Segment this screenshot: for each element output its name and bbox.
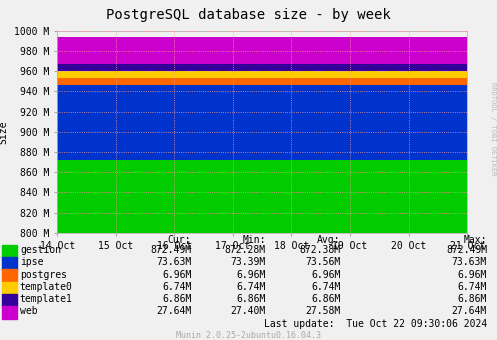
Text: 6.86M: 6.86M (458, 294, 487, 304)
Text: Avg:: Avg: (317, 235, 340, 245)
Text: 6.74M: 6.74M (311, 282, 340, 292)
Text: 6.74M: 6.74M (162, 282, 191, 292)
Text: 6.86M: 6.86M (162, 294, 191, 304)
Text: 6.86M: 6.86M (237, 294, 266, 304)
Text: 6.74M: 6.74M (237, 282, 266, 292)
Text: web: web (20, 306, 37, 317)
Text: 73.63M: 73.63M (452, 257, 487, 268)
Text: Cur:: Cur: (168, 235, 191, 245)
Text: 6.96M: 6.96M (311, 270, 340, 280)
Text: 73.39M: 73.39M (231, 257, 266, 268)
Text: 73.56M: 73.56M (305, 257, 340, 268)
Text: 27.58M: 27.58M (305, 306, 340, 317)
Text: Last update:  Tue Oct 22 09:30:06 2024: Last update: Tue Oct 22 09:30:06 2024 (264, 319, 487, 329)
Text: gestion: gestion (20, 245, 61, 255)
Text: postgres: postgres (20, 270, 67, 280)
Text: Min:: Min: (243, 235, 266, 245)
Y-axis label: Size: Size (0, 120, 9, 143)
Text: Munin 2.0.25-2ubuntu0.16.04.3: Munin 2.0.25-2ubuntu0.16.04.3 (176, 332, 321, 340)
Text: 73.63M: 73.63M (156, 257, 191, 268)
Text: 872.28M: 872.28M (225, 245, 266, 255)
Text: 6.96M: 6.96M (458, 270, 487, 280)
Text: 872.49M: 872.49M (150, 245, 191, 255)
Text: Max:: Max: (464, 235, 487, 245)
Text: 872.38M: 872.38M (299, 245, 340, 255)
Text: 872.49M: 872.49M (446, 245, 487, 255)
Text: 6.86M: 6.86M (311, 294, 340, 304)
Text: 6.96M: 6.96M (237, 270, 266, 280)
Text: 27.64M: 27.64M (452, 306, 487, 317)
Text: ipse: ipse (20, 257, 43, 268)
Text: template0: template0 (20, 282, 73, 292)
Text: 6.96M: 6.96M (162, 270, 191, 280)
Text: PostgreSQL database size - by week: PostgreSQL database size - by week (106, 8, 391, 22)
Text: 6.74M: 6.74M (458, 282, 487, 292)
Text: 27.64M: 27.64M (156, 306, 191, 317)
Text: template1: template1 (20, 294, 73, 304)
Text: RRDTOOL / TOBI OETIKER: RRDTOOL / TOBI OETIKER (490, 82, 496, 176)
Text: 27.40M: 27.40M (231, 306, 266, 317)
